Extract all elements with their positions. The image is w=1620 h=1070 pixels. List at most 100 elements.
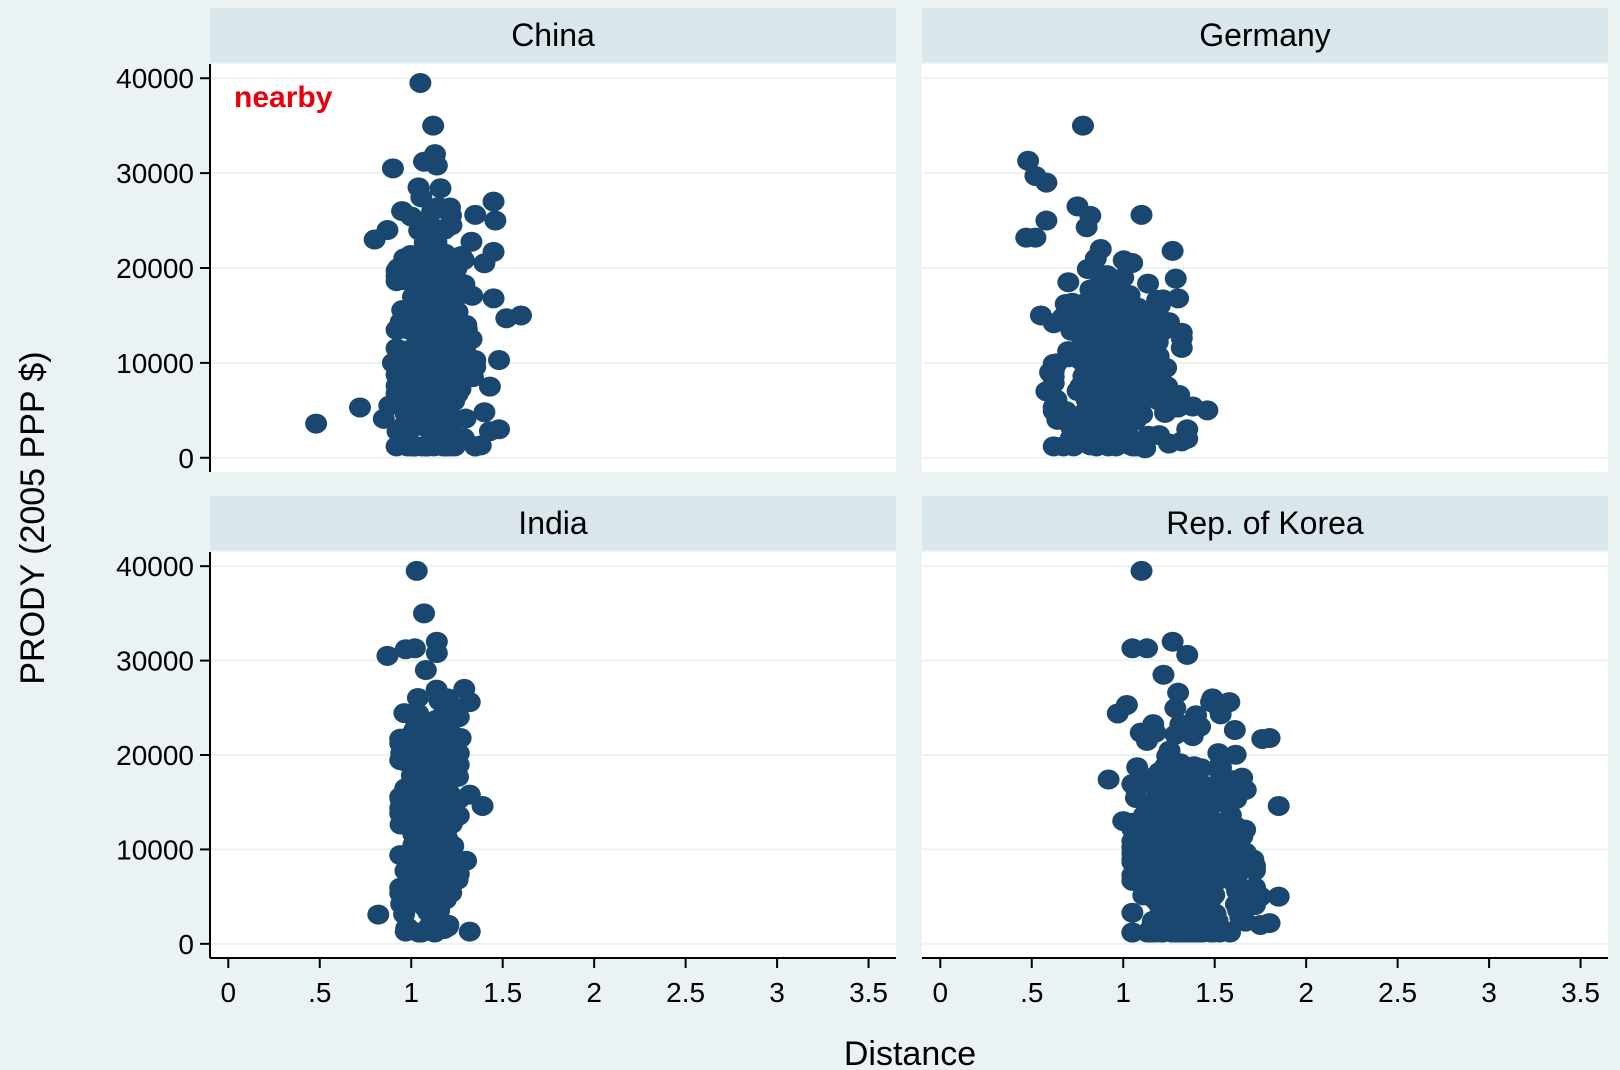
data-point — [1121, 922, 1144, 943]
x-tick-label: 1 — [1115, 977, 1131, 1008]
data-point — [1130, 560, 1153, 581]
data-point — [1139, 314, 1162, 335]
data-point — [1148, 896, 1171, 917]
x-tick-label: 1 — [403, 977, 419, 1008]
data-point — [1116, 347, 1139, 368]
points-layer — [1015, 115, 1219, 459]
y-tick-label: 20000 — [116, 740, 194, 771]
data-point — [1164, 698, 1187, 719]
data-point — [1121, 252, 1144, 273]
data-point — [1079, 435, 1102, 456]
data-point — [385, 319, 408, 340]
data-point — [484, 210, 507, 231]
facet-panel-2: India 0 10000 20000 30000 40000 0 .5 1 1.5 2 2.5 3 3.… — [116, 496, 896, 1008]
data-point — [482, 288, 505, 309]
facet-panel-0: China 0 10000 20000 30000 40000 nearby — [116, 8, 896, 474]
data-point — [427, 197, 450, 218]
data-point — [1194, 882, 1217, 903]
x-axis-title: Distance — [844, 1035, 976, 1070]
data-point — [445, 430, 468, 451]
data-point — [439, 794, 462, 815]
points-layer — [1097, 560, 1290, 943]
facet-strip — [210, 496, 896, 550]
data-point — [1162, 877, 1185, 898]
data-point — [1157, 312, 1180, 333]
data-point — [376, 645, 399, 666]
data-point — [419, 852, 442, 873]
data-point — [1125, 778, 1148, 799]
data-point — [413, 603, 436, 624]
data-point — [419, 716, 442, 737]
data-point — [1212, 792, 1235, 813]
x-tick-label: 2 — [586, 977, 602, 1008]
x-tick-label: 0 — [221, 977, 237, 1008]
data-point — [414, 660, 437, 681]
data-point — [410, 220, 433, 241]
data-point — [1170, 828, 1193, 849]
data-point — [1125, 331, 1148, 352]
data-point — [423, 361, 446, 382]
x-tick-label: 3 — [769, 977, 785, 1008]
data-point — [367, 904, 390, 925]
y-tick-label: 20000 — [116, 253, 194, 284]
data-point — [414, 248, 437, 269]
facet-strip — [922, 8, 1608, 62]
data-point — [415, 755, 438, 776]
data-point — [1121, 638, 1144, 659]
data-point — [1224, 744, 1247, 765]
data-point — [1231, 850, 1254, 871]
x-tick-label: 3.5 — [849, 977, 888, 1008]
data-point — [1103, 333, 1126, 354]
data-point — [407, 177, 430, 198]
data-point — [482, 191, 505, 212]
data-point — [425, 643, 448, 664]
data-point — [405, 560, 428, 581]
data-point — [488, 350, 511, 371]
data-point — [424, 835, 447, 856]
data-point — [1121, 870, 1144, 891]
facet-title: Rep. of Korea — [1166, 505, 1364, 541]
x-tick-label: 2 — [1298, 977, 1314, 1008]
data-point — [1223, 720, 1246, 741]
data-point — [488, 419, 511, 440]
facet-panels: China 0 10000 20000 30000 40000 nearby Germany I… — [116, 8, 1608, 1008]
data-point — [1035, 381, 1058, 402]
data-point — [392, 749, 415, 770]
data-point — [460, 329, 483, 350]
data-point — [1175, 801, 1198, 822]
data-point — [455, 364, 478, 385]
data-point — [509, 305, 532, 326]
data-point — [349, 397, 372, 418]
data-point — [458, 692, 481, 713]
data-point — [413, 151, 436, 172]
data-point — [1071, 372, 1094, 393]
data-point — [446, 869, 469, 890]
facet-title: China — [511, 17, 595, 53]
data-point — [440, 215, 463, 236]
data-point — [1097, 769, 1120, 790]
data-point — [406, 687, 429, 708]
data-point — [447, 707, 470, 728]
data-point — [1176, 419, 1199, 440]
data-point — [1163, 862, 1186, 883]
data-point — [400, 893, 423, 914]
data-point — [1181, 726, 1204, 747]
data-point — [471, 795, 494, 816]
data-point — [1087, 393, 1110, 414]
facet-title: Germany — [1199, 17, 1331, 53]
data-point — [1084, 248, 1107, 269]
data-point — [429, 178, 452, 199]
y-tick-label: 40000 — [116, 63, 194, 94]
data-point — [1170, 337, 1193, 358]
x-tick-label: .5 — [1020, 977, 1043, 1008]
data-point — [387, 258, 410, 278]
data-point — [1046, 409, 1069, 430]
data-point — [405, 339, 428, 360]
data-point — [1090, 305, 1113, 326]
data-point — [418, 919, 441, 940]
data-point — [436, 916, 459, 937]
data-point — [1225, 823, 1248, 844]
data-point — [1142, 714, 1165, 735]
data-point — [1249, 886, 1272, 907]
data-point — [458, 921, 481, 942]
